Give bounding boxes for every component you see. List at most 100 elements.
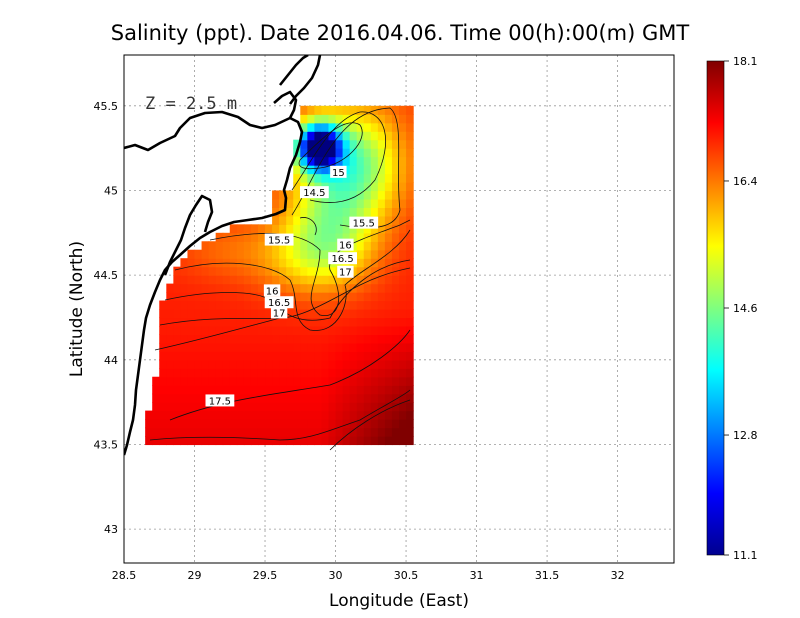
salinity-cell bbox=[300, 241, 308, 251]
contour-label: 15.5 bbox=[353, 219, 375, 230]
salinity-cell bbox=[173, 385, 182, 395]
salinity-cell bbox=[236, 402, 245, 412]
salinity-cell bbox=[391, 300, 400, 310]
salinity-cell bbox=[391, 325, 400, 335]
salinity-cell bbox=[236, 359, 245, 369]
salinity-cell bbox=[370, 359, 379, 369]
salinity-cell bbox=[152, 427, 160, 437]
salinity-cell bbox=[406, 283, 414, 293]
x-tick-label: 32 bbox=[611, 569, 625, 582]
salinity-cell bbox=[236, 232, 245, 242]
salinity-cell bbox=[391, 393, 400, 403]
salinity-cell bbox=[215, 419, 224, 429]
salinity-cell bbox=[286, 385, 294, 395]
salinity-cell bbox=[286, 215, 294, 225]
salinity-cell bbox=[363, 402, 372, 412]
salinity-cell bbox=[314, 148, 323, 158]
salinity-cell bbox=[300, 292, 308, 302]
salinity-cell bbox=[250, 249, 259, 259]
salinity-cell bbox=[321, 224, 330, 234]
salinity-cell bbox=[399, 131, 407, 141]
salinity-cell bbox=[293, 139, 301, 149]
salinity-cell bbox=[286, 427, 294, 437]
salinity-cell bbox=[300, 224, 308, 234]
salinity-cell bbox=[243, 309, 252, 319]
salinity-cell bbox=[342, 342, 351, 352]
salinity-cell bbox=[356, 165, 365, 175]
salinity-cell bbox=[321, 207, 330, 217]
salinity-cell bbox=[321, 300, 330, 310]
salinity-cell bbox=[356, 148, 365, 158]
salinity-cell bbox=[356, 173, 365, 183]
salinity-cell bbox=[293, 207, 301, 217]
salinity-cell bbox=[286, 198, 294, 208]
salinity-cell bbox=[272, 317, 280, 327]
salinity-cell bbox=[356, 207, 365, 217]
salinity-cell bbox=[321, 283, 330, 293]
salinity-cell bbox=[300, 114, 308, 124]
colorbar-tick-label: 11.1 bbox=[733, 549, 758, 562]
salinity-cell bbox=[356, 122, 365, 132]
salinity-cell bbox=[377, 122, 386, 132]
salinity-cell bbox=[307, 241, 315, 251]
salinity-cell bbox=[377, 182, 386, 192]
salinity-cell bbox=[314, 258, 323, 268]
salinity-cell bbox=[307, 419, 315, 429]
salinity-cell bbox=[243, 275, 252, 285]
salinity-cell bbox=[307, 148, 315, 158]
salinity-cell bbox=[399, 393, 407, 403]
salinity-cell bbox=[328, 325, 337, 335]
salinity-cell bbox=[370, 275, 379, 285]
salinity-cell bbox=[370, 283, 379, 293]
salinity-cell bbox=[335, 317, 344, 327]
salinity-cell bbox=[363, 156, 372, 166]
salinity-cell bbox=[342, 173, 351, 183]
salinity-cell bbox=[391, 351, 400, 361]
salinity-cell bbox=[314, 283, 323, 293]
salinity-cell bbox=[314, 114, 323, 124]
salinity-cell bbox=[377, 215, 386, 225]
salinity-cell bbox=[307, 342, 315, 352]
salinity-cell bbox=[293, 402, 301, 412]
salinity-cell bbox=[406, 376, 414, 386]
salinity-cell bbox=[363, 283, 372, 293]
salinity-cell bbox=[286, 334, 294, 344]
salinity-cell bbox=[279, 334, 287, 344]
salinity-cell bbox=[215, 325, 224, 335]
salinity-cell bbox=[187, 342, 196, 352]
salinity-cell bbox=[307, 436, 315, 446]
contour-lines bbox=[149, 107, 411, 451]
coastline-west bbox=[124, 110, 304, 456]
salinity-cell bbox=[406, 292, 414, 302]
salinity-cell bbox=[406, 241, 414, 251]
salinity-cell bbox=[272, 190, 280, 200]
salinity-cell bbox=[377, 190, 386, 200]
salinity-cell bbox=[342, 317, 351, 327]
plot-frame bbox=[123, 54, 675, 564]
salinity-cell bbox=[399, 215, 407, 225]
salinity-cell bbox=[229, 275, 238, 285]
x-tick-label: 31 bbox=[470, 569, 484, 582]
salinity-cell bbox=[321, 215, 330, 225]
y-tick-label: 43.5 bbox=[94, 438, 119, 451]
salinity-cell bbox=[384, 275, 393, 285]
salinity-cell bbox=[314, 173, 323, 183]
salinity-cell bbox=[159, 359, 167, 369]
salinity-cell bbox=[208, 258, 217, 268]
salinity-cell bbox=[194, 436, 203, 446]
salinity-cell bbox=[363, 105, 372, 115]
salinity-cell bbox=[286, 436, 294, 446]
salinity-cell bbox=[293, 368, 301, 378]
salinity-cell bbox=[349, 436, 358, 446]
x-axis-ticks: 28.5 29 29.5 30 30.5 31 31.5 32 bbox=[112, 569, 625, 582]
salinity-cell bbox=[384, 215, 393, 225]
salinity-cell bbox=[335, 139, 344, 149]
salinity-cell bbox=[286, 359, 294, 369]
y-tick-label: 44 bbox=[104, 354, 118, 367]
salinity-cell bbox=[194, 249, 203, 259]
x-tick-label: 30 bbox=[329, 569, 343, 582]
salinity-cell bbox=[180, 393, 189, 403]
salinity-cell bbox=[265, 419, 273, 429]
salinity-cell bbox=[377, 283, 386, 293]
salinity-cell bbox=[201, 283, 210, 293]
